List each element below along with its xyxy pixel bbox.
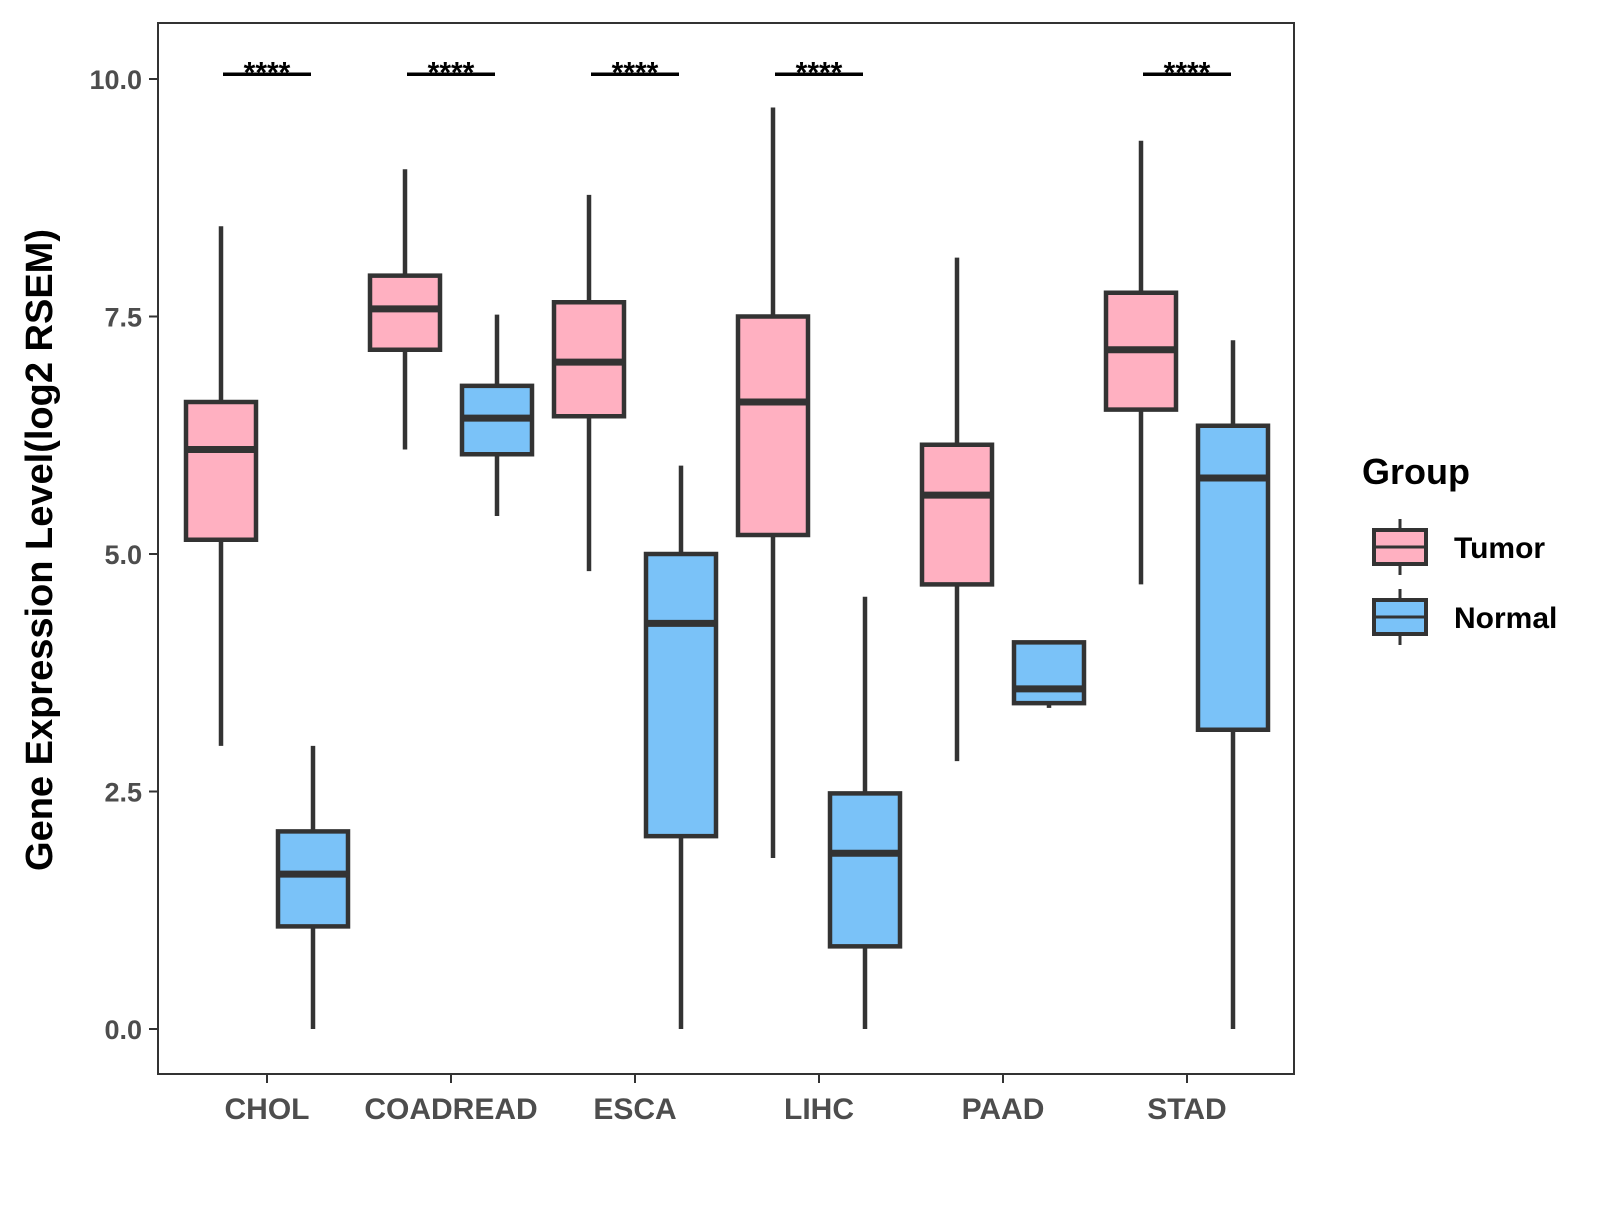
legend-item-normal: Normal	[1372, 589, 1557, 645]
plot-panel-border	[157, 22, 1295, 1075]
significance-label-coadread: ****	[428, 56, 475, 89]
legend-item-tumor: Tumor	[1372, 519, 1545, 575]
box-iqr	[643, 551, 719, 839]
box-iqr	[735, 314, 811, 538]
y-axis: 0.0 2.5 5.0 7.5 10.0	[89, 65, 158, 1045]
x-tick-label-stad: STAD	[1147, 1093, 1226, 1126]
box-normal-esca	[643, 465, 719, 1029]
box-normal-lihc	[827, 596, 903, 1029]
y-tick-label: 5.0	[104, 540, 142, 570]
significance-layer: **** **** **** **** ****	[223, 56, 1231, 89]
x-tick-label-coadread: COADREAD	[364, 1093, 537, 1126]
y-tick-label: 0.0	[104, 1015, 142, 1045]
box-normal-stad	[1195, 340, 1271, 1029]
x-tick-label-paad: PAAD	[962, 1093, 1045, 1126]
x-tick-label-lihc: LIHC	[784, 1093, 854, 1126]
box-iqr	[183, 399, 259, 542]
box-iqr	[919, 442, 995, 587]
significance-label-esca: ****	[612, 56, 659, 89]
y-tick-label: 2.5	[104, 778, 142, 808]
legend-title: Group	[1362, 451, 1470, 492]
y-tick-label: 7.5	[104, 303, 142, 333]
box-normal-paad	[1011, 640, 1087, 708]
significance-label-lihc: ****	[796, 56, 843, 89]
box-iqr	[1195, 423, 1271, 732]
significance-label-chol: ****	[244, 56, 291, 89]
box-tumor-chol	[183, 226, 259, 746]
box-iqr	[275, 829, 351, 929]
significance-label-stad: ****	[1164, 56, 1211, 89]
box-normal-chol	[275, 745, 351, 1029]
box-tumor-lihc	[735, 107, 811, 858]
x-tick-label-esca: ESCA	[593, 1093, 676, 1126]
box-iqr	[367, 273, 443, 352]
y-tick-label: 10.0	[89, 65, 142, 95]
boxes-layer	[183, 107, 1271, 1029]
box-tumor-esca	[551, 194, 627, 572]
legend[interactable]: Group Tumor Normal	[1362, 451, 1557, 645]
legend-label-tumor: Tumor	[1454, 532, 1545, 565]
x-axis: CHOL COADREAD ESCA LIHC PAAD STAD	[225, 1074, 1227, 1126]
box-tumor-stad	[1103, 140, 1179, 585]
box-iqr	[827, 791, 903, 949]
x-tick-label-chol: CHOL	[225, 1093, 310, 1126]
box-tumor-paad	[919, 257, 995, 762]
y-axis-title: Gene Expression Level(log2 RSEM)	[19, 229, 61, 871]
legend-label-normal: Normal	[1454, 602, 1557, 635]
box-normal-coadread	[459, 314, 535, 516]
box-tumor-coadread	[367, 169, 443, 450]
box-iqr	[1011, 640, 1087, 706]
